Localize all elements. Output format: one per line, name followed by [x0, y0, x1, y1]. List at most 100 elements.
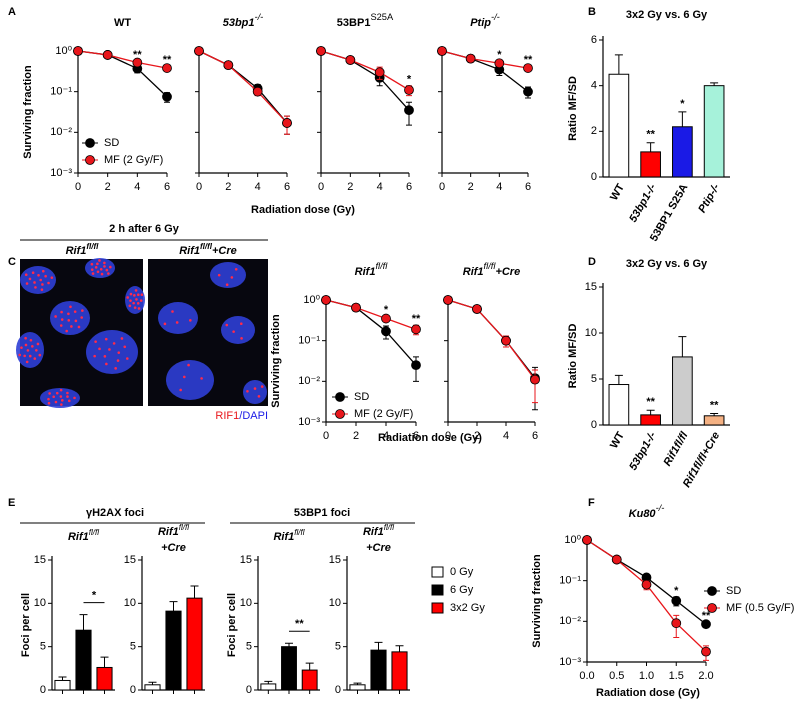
foci-dot: [103, 261, 106, 265]
chart-title: 3x2 Gy vs. 6 Gy: [626, 258, 708, 270]
foci-dot: [234, 267, 238, 271]
data-point: [411, 324, 421, 335]
x-tick-label: 6: [525, 181, 531, 193]
data-point: [316, 46, 326, 56]
foci-dot: [103, 265, 106, 268]
error-bar: [285, 642, 293, 647]
x-tick-label: 6: [284, 181, 290, 193]
annotation: *: [384, 304, 389, 316]
title-text: 53BP1: [337, 17, 371, 29]
y-tick-label: 10⁰: [55, 45, 72, 57]
title-text: 53bp1: [223, 17, 255, 29]
y-tick-label: 10⁻¹: [559, 575, 581, 587]
title-text: Rif1: [158, 526, 179, 538]
foci-dot: [240, 337, 243, 340]
x-tick-label: 1.0: [639, 670, 654, 682]
foci-dot: [132, 301, 135, 305]
annotation: **: [133, 49, 142, 61]
y-axis-label: Surviving fraction: [270, 314, 282, 408]
foci-dot: [140, 293, 144, 297]
y-tick-label: 10⁰: [303, 294, 320, 306]
nucleus: [86, 330, 138, 374]
foci-dot: [25, 360, 29, 364]
foci-dot: [93, 354, 96, 358]
foci-dot: [25, 282, 29, 285]
foci-dot: [187, 363, 190, 367]
x-tick-label: 4: [377, 181, 383, 193]
foci-dot: [257, 395, 261, 398]
error-bar: [646, 142, 655, 152]
data-point: [641, 579, 652, 590]
foci-dot: [67, 312, 70, 316]
title-text: Ptip: [470, 17, 491, 29]
x-tick-label: 2: [225, 181, 231, 193]
foci-dot: [114, 367, 117, 370]
foci-dot: [24, 343, 28, 347]
foci-dot: [35, 348, 38, 352]
foci-dot: [54, 315, 57, 318]
foci-dot: [80, 316, 83, 319]
data-point: [465, 53, 476, 64]
y-tick-label: 10⁻³: [559, 656, 581, 668]
y-tick-label: 10⁻¹: [298, 335, 320, 347]
title-text: WT: [114, 17, 131, 29]
foci-dot: [26, 349, 30, 352]
bar: [370, 649, 387, 691]
title-sup: fl/fl: [179, 523, 189, 532]
foci-dot: [66, 391, 69, 395]
y-tick-label: 10⁰: [564, 534, 581, 546]
series-line: [320, 50, 410, 91]
title-sup: -/-: [491, 12, 500, 22]
foci-dot: [70, 325, 73, 328]
foci-dot: [67, 319, 71, 322]
title-text: Ku80: [629, 508, 657, 520]
y-tick-label: 5: [335, 641, 341, 653]
foci-dot: [18, 353, 21, 357]
foci-dot: [44, 274, 47, 278]
legend-marker: [335, 392, 345, 402]
foci-dot: [175, 321, 179, 324]
chart-title: Ptip-/-: [470, 12, 500, 28]
bar: [640, 414, 661, 426]
x-axis-label: Radiation dose (Gy): [251, 204, 355, 216]
foci-dot: [41, 269, 45, 273]
foci-dot: [99, 267, 103, 271]
x-tick-label: 0: [75, 181, 81, 193]
chart-title: 3x2 Gy vs. 6 Gy: [626, 9, 708, 21]
data-point: [494, 58, 505, 69]
foci-dot: [112, 342, 116, 345]
x-tick-label: 4: [255, 181, 261, 193]
caption-stain: /DAPI: [239, 410, 268, 422]
foci-dot: [183, 375, 186, 379]
panel-label: A: [8, 6, 16, 18]
foci-dot: [59, 324, 63, 327]
foci-dot: [60, 403, 63, 406]
chart-title: Rif1fl/fl: [355, 261, 389, 277]
annotation: **: [710, 399, 719, 411]
foci-dot: [66, 395, 69, 398]
foci-dot: [77, 325, 81, 329]
legend-marker: [335, 409, 345, 419]
y-tick-label: 0: [335, 684, 341, 696]
label-sup: fl/fl: [86, 242, 99, 251]
error-bar: [614, 54, 623, 75]
data-point: [381, 326, 391, 337]
bar: [703, 85, 725, 178]
x-tick-label: 6: [532, 430, 538, 442]
label: Rif1: [66, 245, 87, 257]
title-sup: fl/fl: [89, 528, 99, 537]
caption: RIF1/DAPI: [215, 410, 268, 422]
legend-label: MF (2 Gy/F): [104, 154, 163, 166]
foci-dot: [107, 272, 110, 275]
bar: [672, 126, 693, 178]
series-line: [447, 299, 536, 379]
x-tick-label: 1.5: [669, 670, 684, 682]
x-tick-label: Ptip-/-: [696, 182, 722, 215]
nucleus: [20, 266, 56, 294]
image-label: Rif1fl/fl+Cre: [179, 242, 237, 257]
foci-dot: [59, 395, 63, 398]
data-point: [437, 46, 447, 56]
foci-dot: [94, 266, 98, 269]
